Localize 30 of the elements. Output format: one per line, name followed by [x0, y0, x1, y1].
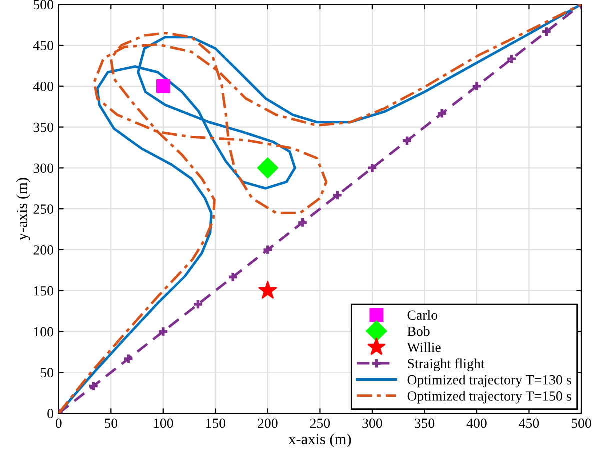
legend-label: Optimized trajectory T=150 s [408, 391, 572, 404]
y-tick-label: 450 [33, 41, 54, 50]
y-tick-label: 0 [48, 409, 54, 418]
x-tick-label: 400 [466, 418, 487, 428]
y-tick-label: 400 [33, 82, 54, 92]
y-tick-label: 350 [34, 122, 54, 132]
x-tick-label: 450 [519, 418, 540, 428]
x-tick-label: 200 [258, 418, 278, 428]
x-tick-label: 250 [310, 418, 330, 428]
x-tick-label: 350 [414, 418, 435, 428]
legend-label: Willie [407, 342, 441, 352]
x-axis-title: x-axis (m) [288, 434, 352, 448]
x-tick-label: 100 [154, 418, 174, 428]
y-tick-label: 300 [34, 164, 54, 174]
x-tick-label: 0 [56, 418, 62, 428]
legend-label: Straight flight [408, 358, 485, 372]
legend-label: Carlo [408, 310, 438, 320]
y-tick-label: 200 [34, 246, 54, 255]
y-tick-label: 250 [34, 204, 54, 214]
y-tick-label: 50 [40, 368, 54, 378]
y-axis-title: y-axis (m) [16, 178, 30, 240]
x-tick-label: 150 [206, 418, 226, 428]
y-tick-label: 150 [34, 286, 54, 296]
legend-label: Optimized trajectory T=130 s [408, 374, 572, 388]
y-tick-label: 500 [34, 0, 54, 10]
y-tick-label: 100 [34, 327, 54, 337]
legend-label: Bob [408, 326, 430, 336]
x-tick-label: 500 [572, 418, 592, 428]
x-tick-label: 50 [105, 418, 118, 428]
x-tick-label: 300 [362, 418, 382, 428]
